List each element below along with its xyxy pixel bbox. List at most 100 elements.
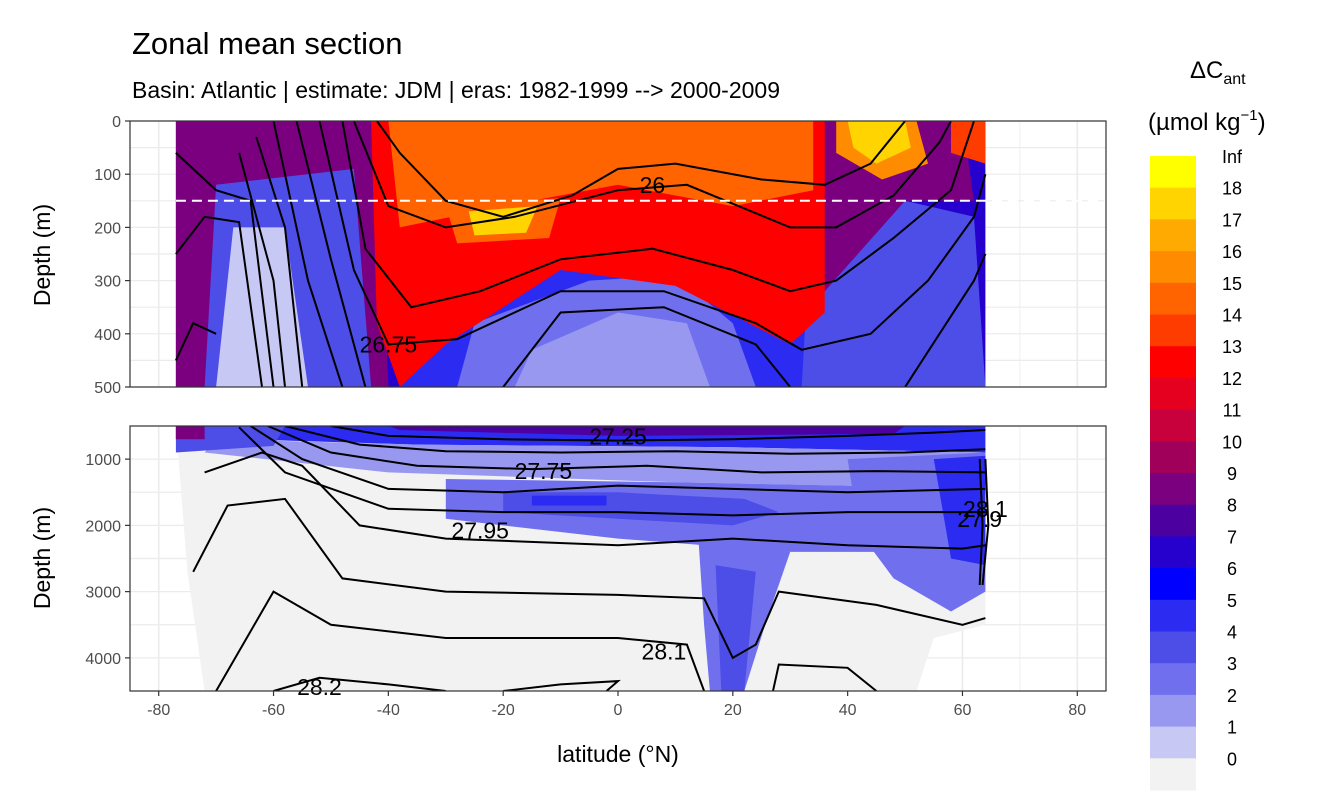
- x-axis-label: latitude (°N): [557, 741, 679, 767]
- legend-label: 4: [1227, 623, 1237, 643]
- region-equator-lighter: [514, 312, 710, 387]
- legend-swatch: [1150, 409, 1196, 442]
- contour-line: [267, 426, 986, 474]
- contour-line: [273, 676, 446, 691]
- contour-line: [978, 459, 984, 586]
- contour-line: [376, 121, 906, 218]
- contour-line: [238, 152, 286, 387]
- legend-swatch: [1150, 314, 1196, 347]
- legend-swatch: [1150, 568, 1196, 601]
- y-tick-label: 300: [94, 274, 121, 291]
- contour-line: [503, 679, 621, 691]
- legend-units-pre: (µmol kg: [1148, 109, 1241, 136]
- contour-label: 27.75: [515, 458, 573, 484]
- panel-upper: 26 26.75 0 100 200 300 400 500: [94, 114, 1107, 397]
- legend-label: 3: [1227, 654, 1237, 674]
- legend-label: 8: [1227, 496, 1237, 516]
- contour-lines: [174, 121, 987, 387]
- contour-lines: [192, 426, 990, 691]
- x-tick-label: 40: [839, 702, 857, 719]
- contour-line: [502, 306, 791, 387]
- chart-title: Zonal mean section: [132, 26, 403, 61]
- region-north-deep-core: [933, 455, 986, 566]
- legend-swatch: [1150, 156, 1196, 189]
- y-tick-label: 3000: [85, 585, 121, 602]
- legend-label: 13: [1222, 337, 1242, 357]
- y-tick-label: 500: [94, 380, 121, 397]
- legend-title: ΔCant: [1190, 57, 1246, 88]
- y-tick-label: 0: [112, 114, 121, 131]
- legend-label: 18: [1222, 179, 1242, 199]
- x-tick-label: -60: [262, 702, 285, 719]
- y-axis-label-upper: Depth (m): [29, 204, 55, 306]
- contour-label: 28.1: [963, 496, 1008, 522]
- contour-line: [904, 253, 987, 387]
- contour-line: [295, 121, 367, 387]
- contour-line: [272, 121, 344, 387]
- contour-line: [175, 152, 275, 387]
- legend-swatch: [1150, 536, 1196, 569]
- legend-swatch: [1150, 346, 1196, 379]
- contour-label: 28.2: [297, 674, 342, 700]
- contour-label: 28.1: [642, 638, 687, 664]
- contour-line: [318, 121, 987, 351]
- legend-swatch: [1150, 663, 1196, 696]
- region-south-low: [216, 227, 308, 387]
- contour-line: [255, 136, 304, 387]
- legend-label: 11: [1223, 401, 1242, 421]
- legend-label: 14: [1222, 306, 1242, 326]
- x-tick-label: -20: [492, 702, 515, 719]
- legend-swatch: [1150, 599, 1196, 632]
- legend-swatch: [1150, 282, 1196, 315]
- legend-label: 0: [1227, 749, 1237, 769]
- heatmap-field: [175, 426, 986, 691]
- y-axis-label-lower: Depth (m): [29, 507, 55, 609]
- legend-swatch: [1150, 219, 1196, 252]
- y-tick-label: 4000: [85, 651, 121, 668]
- legend-label: 6: [1227, 559, 1237, 579]
- legend-swatch: [1150, 631, 1196, 664]
- chart-subtitle: Basin: Atlantic | estimate: JDM | eras: …: [132, 77, 780, 103]
- legend-label: 2: [1227, 686, 1237, 706]
- region-south-purple: [175, 426, 205, 440]
- x-tick-label: 60: [954, 702, 972, 719]
- contour-line: [215, 590, 706, 691]
- legend-swatch: [1150, 726, 1196, 759]
- contour-line: [204, 451, 986, 550]
- contour-line: [330, 426, 986, 442]
- y-tick-label: 400: [94, 327, 121, 344]
- legend-swatch: [1150, 187, 1196, 220]
- legend-swatch: [1150, 251, 1196, 284]
- contour-line: [250, 426, 986, 494]
- legend-swatch: [1150, 377, 1196, 411]
- x-tick-label: 80: [1068, 702, 1086, 719]
- legend-swatch: [1150, 441, 1196, 474]
- y-tick-label: 100: [94, 167, 121, 184]
- legend-label: Inf: [1222, 147, 1243, 167]
- legend-label: 9: [1227, 464, 1237, 484]
- region-top-dark: [388, 426, 906, 436]
- legend-title-sub: ant: [1223, 71, 1246, 88]
- legend-units: (µmol kg−1): [1148, 107, 1266, 136]
- legend-label: 10: [1222, 432, 1242, 452]
- contour-line: [238, 426, 986, 517]
- legend-label: 7: [1227, 527, 1237, 547]
- region-mid-core-dark: [531, 495, 607, 506]
- region-north-yellow: [847, 121, 911, 164]
- legend-label: 1: [1227, 718, 1237, 738]
- legend-swatch: [1150, 473, 1196, 506]
- contour-line: [175, 215, 263, 387]
- legend-swatch: [1150, 694, 1196, 728]
- legend-swatch: [1150, 758, 1196, 791]
- contour-line: [174, 321, 217, 361]
- y-tick-label: 2000: [85, 518, 121, 535]
- x-tick-label: -80: [147, 702, 170, 719]
- contour-label: 26: [640, 172, 666, 198]
- contour-line: [772, 663, 878, 691]
- x-tick-label: -40: [377, 702, 400, 719]
- contour-label: 27.95: [451, 518, 509, 544]
- contour-line: [341, 121, 975, 309]
- contour-line: [981, 459, 990, 586]
